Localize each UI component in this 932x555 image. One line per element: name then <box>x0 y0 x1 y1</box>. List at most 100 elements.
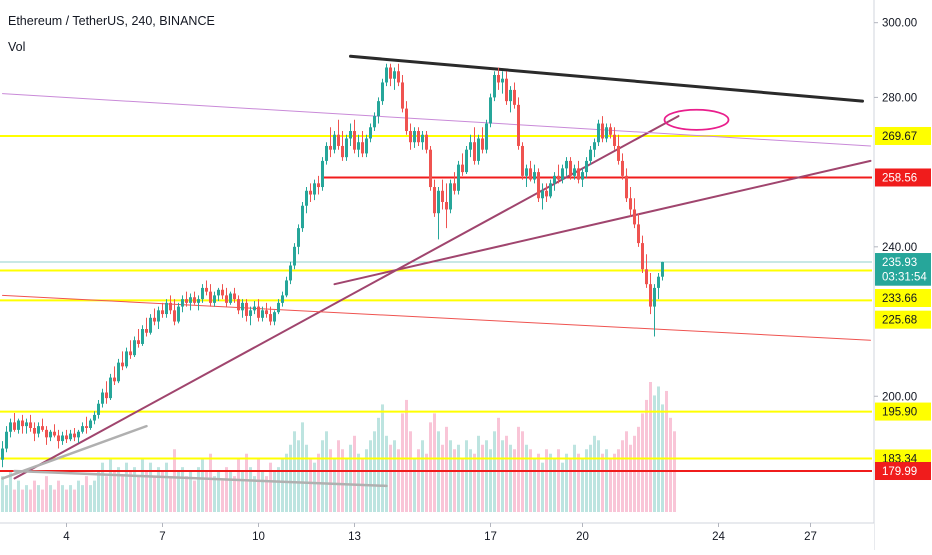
candle-body <box>537 172 540 199</box>
annotations <box>663 108 730 131</box>
candle-body <box>365 138 368 154</box>
candle-body <box>321 160 324 188</box>
volume-bar <box>257 458 260 512</box>
volume-bar <box>657 386 660 512</box>
candle-body <box>465 149 468 173</box>
volume-bar <box>213 476 216 512</box>
chart-title: Ethereum / TetherUS, 240, BINANCE <box>8 14 215 28</box>
candle-body <box>105 392 108 399</box>
volume-bar <box>597 440 600 512</box>
candle-body <box>17 420 20 430</box>
volume-bar <box>601 453 604 512</box>
volume-bar <box>637 426 640 512</box>
candle-body <box>597 123 600 143</box>
candle-body <box>497 74 500 83</box>
volume-bar <box>573 444 576 512</box>
candle-body <box>433 187 436 214</box>
candle-body <box>57 435 60 442</box>
candle-body <box>385 67 388 83</box>
trend-line-gray-down <box>13 469 388 488</box>
candle-body <box>585 160 588 173</box>
trend-lines <box>1 54 872 488</box>
volume-bar <box>209 453 212 512</box>
candle-body <box>233 293 236 300</box>
volume-bar <box>353 435 356 512</box>
candle-body <box>81 426 84 432</box>
volume-bar <box>393 440 396 512</box>
candle-body <box>77 431 80 438</box>
candle-body <box>201 287 204 300</box>
volume-bar <box>109 458 112 512</box>
candle-body <box>125 351 128 367</box>
volume-bar <box>289 444 292 512</box>
volume-bar <box>665 390 668 512</box>
volume-bar <box>225 467 228 512</box>
volume-bar <box>221 480 224 512</box>
volume-bar <box>653 395 656 512</box>
volume-bar <box>117 467 120 512</box>
candle-body <box>625 175 628 199</box>
volume-bar <box>485 440 488 512</box>
candle-body <box>129 351 132 356</box>
candle-body <box>285 280 288 296</box>
candle-body <box>205 287 208 292</box>
candle-body <box>485 123 488 150</box>
candle-body <box>217 289 220 296</box>
candle-body <box>89 420 92 429</box>
candle-body <box>269 314 272 322</box>
trend-line-upper-channel <box>2 93 871 147</box>
volume-bar <box>389 444 392 512</box>
volume-bar <box>501 440 504 512</box>
candle-body <box>549 183 552 197</box>
price-label: 03:31:54 <box>882 272 927 284</box>
horizontal-levels <box>0 134 872 473</box>
volume-bar <box>125 462 128 512</box>
volume-bar <box>313 462 316 512</box>
candle-body <box>333 134 336 150</box>
candle-body <box>373 116 376 128</box>
candle-body <box>329 145 332 150</box>
volume-bar <box>269 462 272 512</box>
volume-bar <box>245 453 248 512</box>
candle-body <box>93 414 96 421</box>
volume-bar <box>237 458 240 512</box>
candle-body <box>621 160 624 176</box>
candle-body <box>37 426 40 434</box>
candle-body <box>305 190 308 206</box>
candle-body <box>561 168 564 180</box>
candle-body <box>45 429 48 438</box>
candle-body <box>13 422 16 430</box>
volume-bar <box>149 462 152 512</box>
candle-body <box>477 138 480 161</box>
time-axis-background <box>0 523 874 550</box>
volume-bar <box>281 458 284 512</box>
volume-bar <box>529 449 532 512</box>
volume-bar <box>157 467 160 512</box>
candle-body <box>137 340 140 344</box>
volume-bar <box>365 449 368 512</box>
volume-bar <box>173 449 176 512</box>
candle-body <box>545 190 548 197</box>
volume-bar <box>545 449 548 512</box>
volume-bar <box>161 471 164 512</box>
price-label-box <box>875 253 931 272</box>
volume-bar <box>329 449 332 512</box>
volume-bar <box>177 471 180 512</box>
candle-body <box>461 164 464 173</box>
price-label-box <box>875 402 931 421</box>
volume-bar <box>249 467 252 512</box>
volume-bar <box>305 444 308 512</box>
volume-bar <box>533 458 536 512</box>
candle-body <box>429 149 432 188</box>
candle-body <box>637 224 640 244</box>
candle-body <box>457 164 460 191</box>
volume-bar <box>553 458 556 512</box>
volume-bar <box>37 485 40 512</box>
candle-body <box>437 190 440 214</box>
volume-bar <box>49 485 52 512</box>
candle-body <box>257 306 260 318</box>
candle-body <box>469 142 472 150</box>
candle-body <box>421 134 424 143</box>
